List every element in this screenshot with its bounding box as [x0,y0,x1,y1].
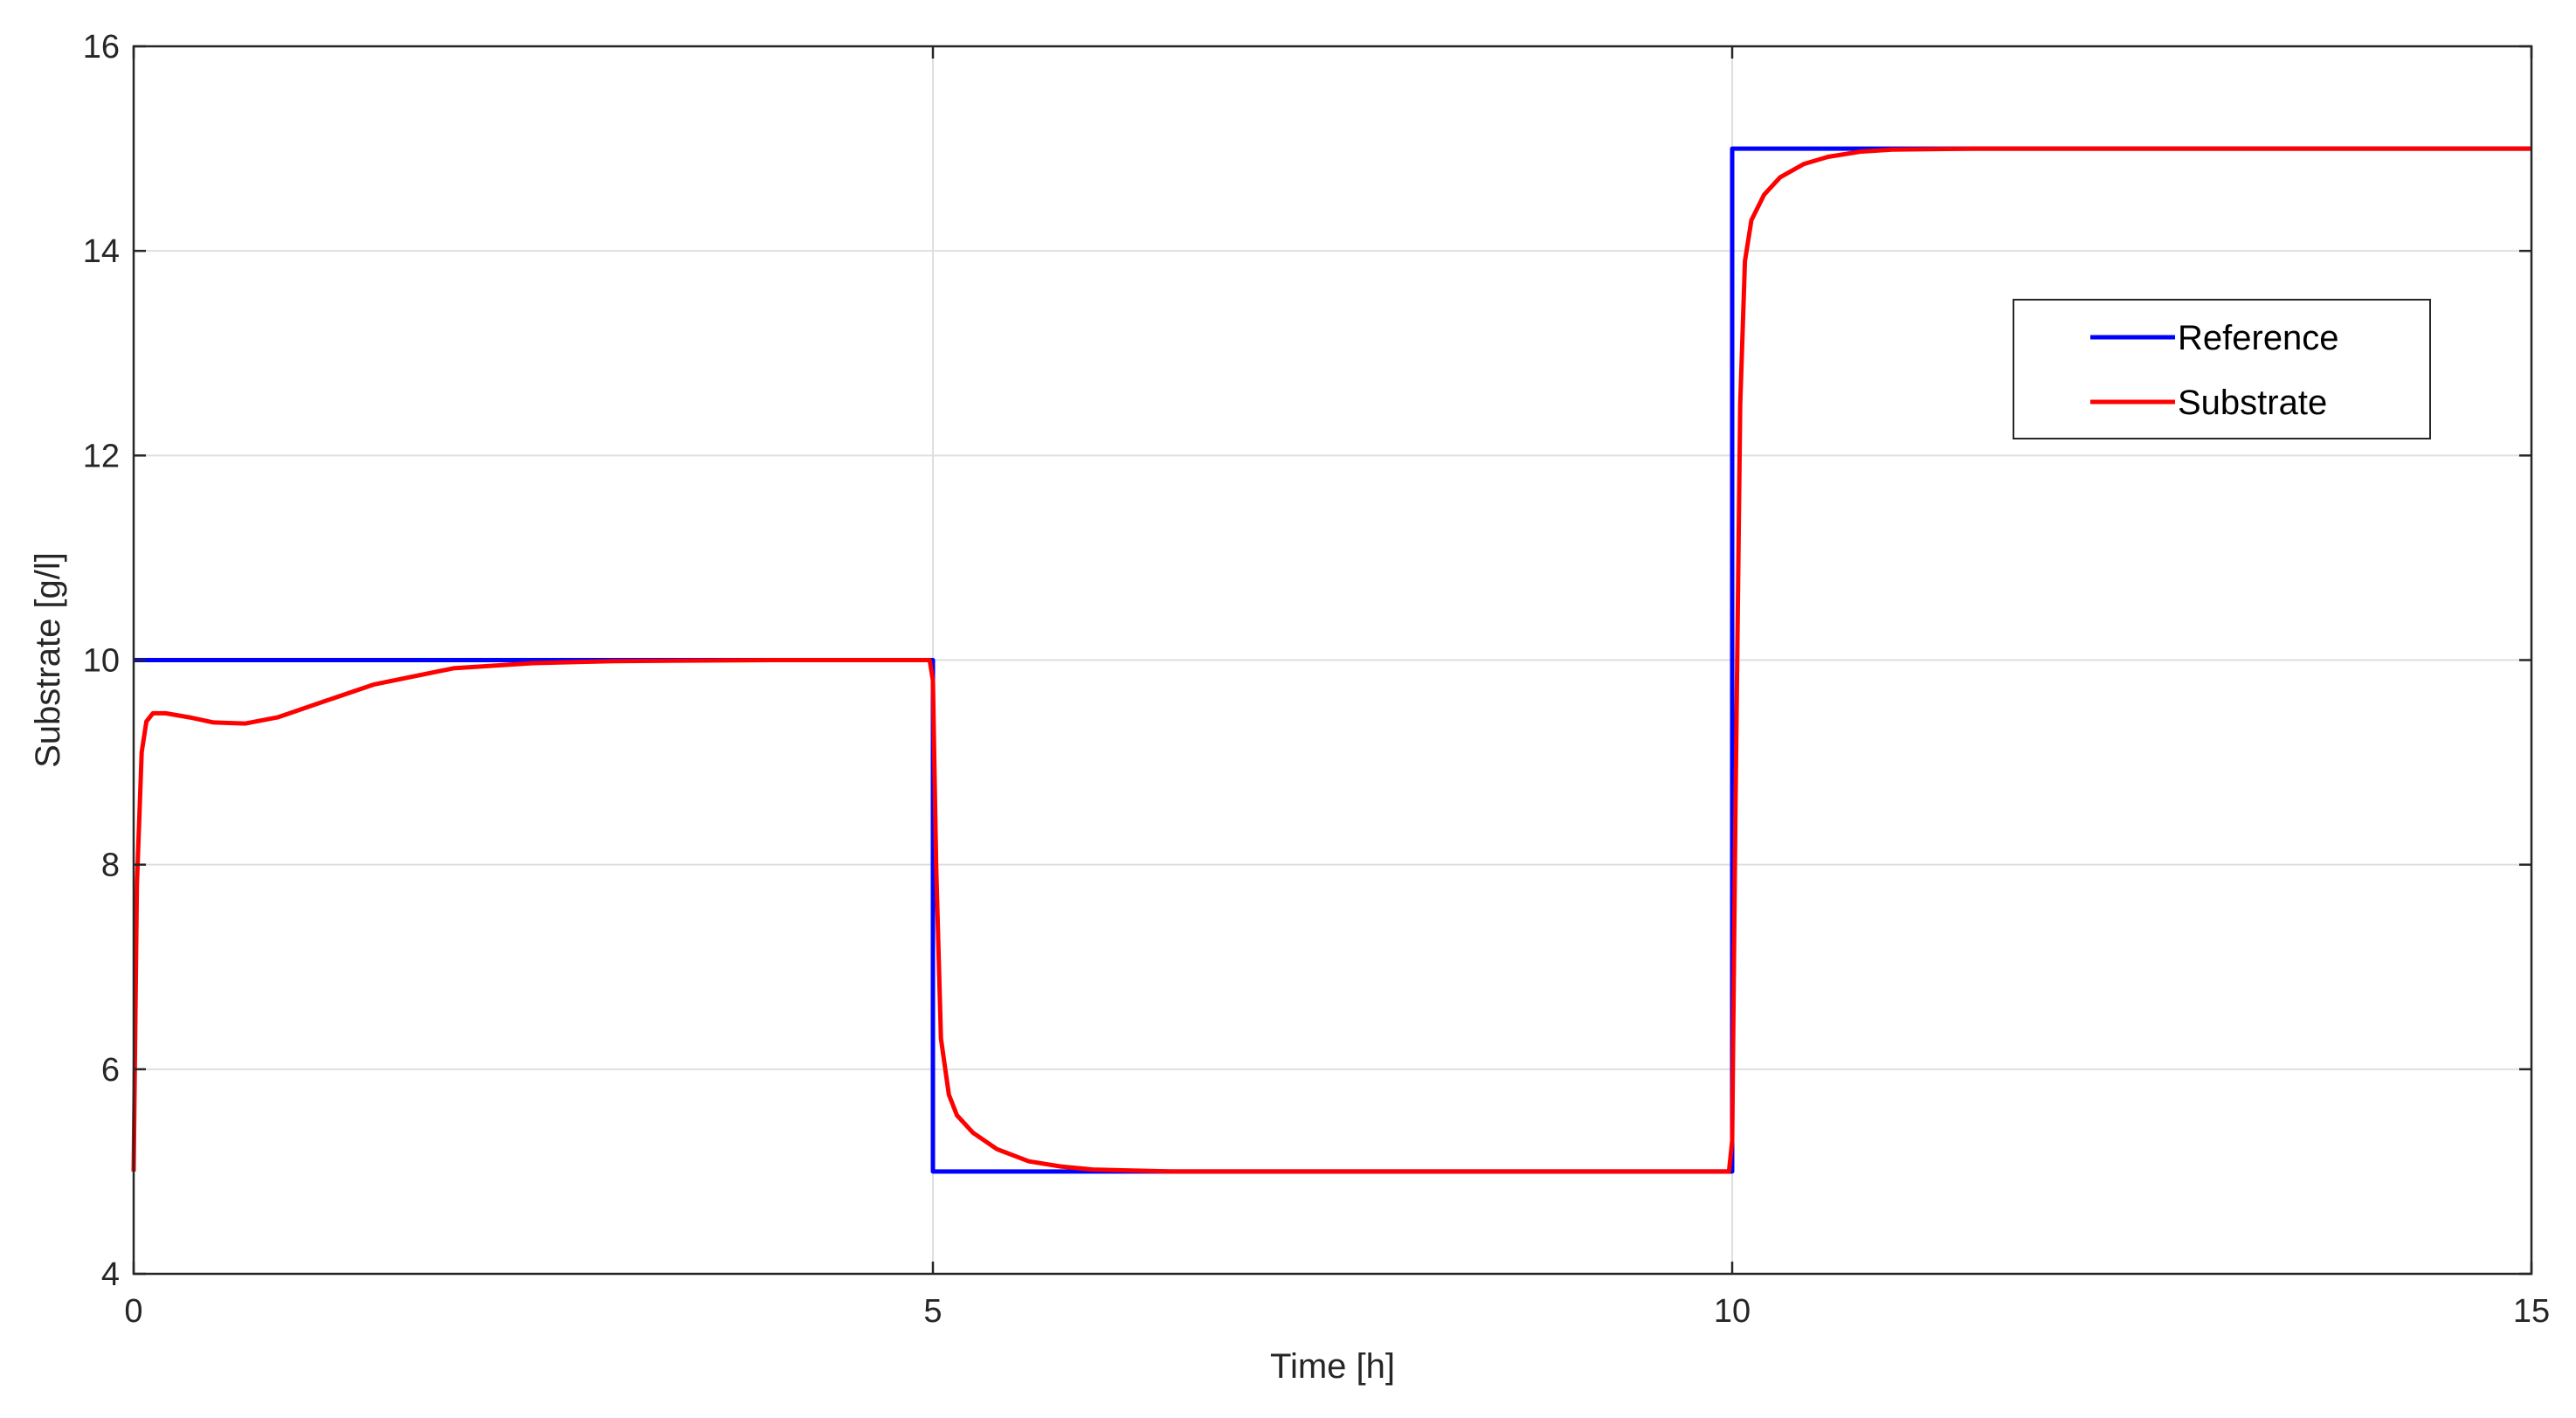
legend-label-reference: Reference [2178,319,2339,357]
y-tick-label: 6 [101,1052,120,1089]
y-tick-label: 8 [101,847,120,884]
y-tick-label: 12 [83,438,120,474]
x-tick-label: 15 [2513,1293,2550,1330]
y-tick-label: 10 [83,643,120,680]
y-tick-label: 16 [83,29,120,66]
legend: Reference Substrate [2013,299,2431,439]
x-tick-label: 5 [923,1293,942,1330]
legend-label-substrate: Substrate [2178,384,2327,422]
series-lines [131,146,2531,1174]
series-line-substrate [131,146,2531,1174]
y-tick-label: 4 [101,1256,120,1293]
x-tick-label: 10 [1714,1293,1751,1330]
x-tick-label: 0 [124,1293,142,1330]
tick-labels: 0 5 10 15 4 6 8 10 12 14 16 [83,29,2550,1330]
axes [132,45,2533,1276]
y-axis-label: Substrate [g/l] [29,552,67,768]
legend-box [2013,299,2431,439]
y-tick-label: 14 [83,233,120,270]
x-axis-label: Time [h] [1270,1347,1395,1386]
